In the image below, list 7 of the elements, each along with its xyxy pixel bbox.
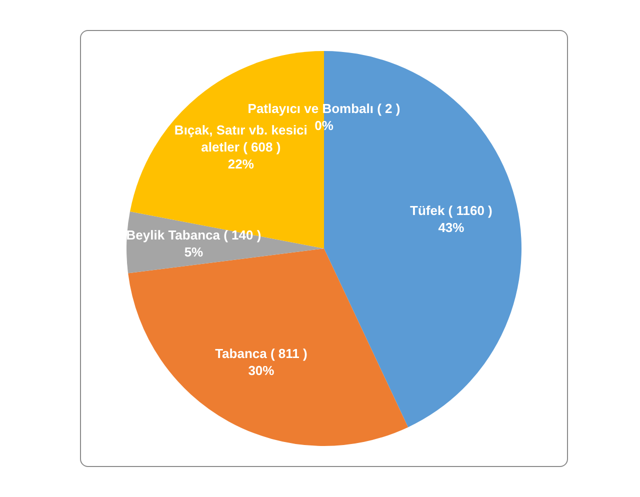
data-label: 22%	[228, 156, 254, 172]
data-label: 5%	[184, 244, 204, 260]
slice-label: Tabanca ( 811 )	[215, 346, 308, 361]
data-label: 43%	[438, 220, 465, 236]
data-label: 30%	[248, 362, 275, 378]
slice-label: Tüfek ( 1160 )	[410, 203, 492, 218]
slice-label: Bıçak, Satır vb. kesici aletler ( 608 )	[174, 122, 308, 155]
